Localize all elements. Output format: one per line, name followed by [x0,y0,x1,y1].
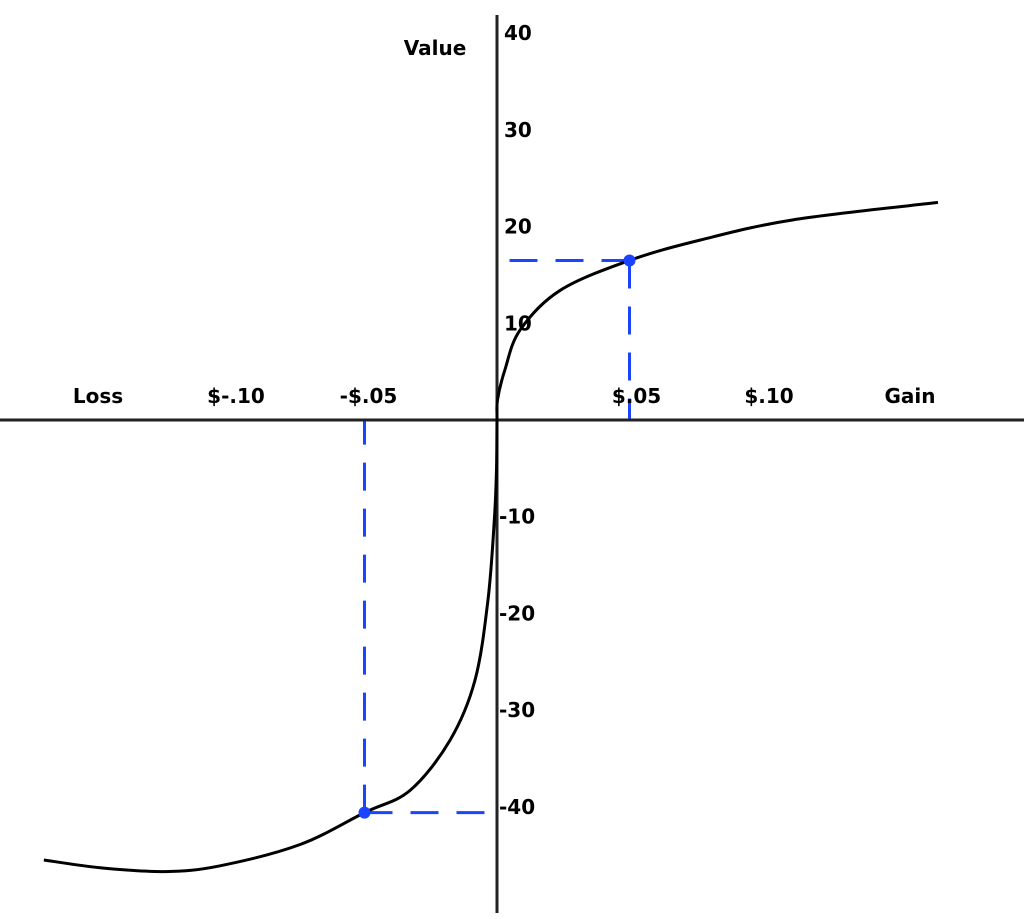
value-curve [43,200,939,874]
y-tick-label: 20 [504,215,532,239]
y-axis-label: Value [404,36,467,60]
y-tick-label: -40 [499,795,535,819]
highlight-point-0 [623,254,636,267]
y-tick-label: 30 [504,118,532,142]
x-label-gain: Gain [884,384,935,408]
y-tick-label: 10 [504,311,532,335]
x-label-loss: Loss [73,384,123,408]
x-tick-label: $.10 [744,384,793,408]
x-tick-label: -$.05 [340,384,398,408]
x-tick-label: $.05 [612,384,661,408]
y-tick-label: -10 [499,505,535,529]
y-tick-label: -20 [499,601,535,625]
x-tick-label: $-.10 [207,384,265,408]
y-tick-label: -30 [499,698,535,722]
y-tick-label: 40 [504,21,532,45]
highlight-point-1 [358,806,371,819]
